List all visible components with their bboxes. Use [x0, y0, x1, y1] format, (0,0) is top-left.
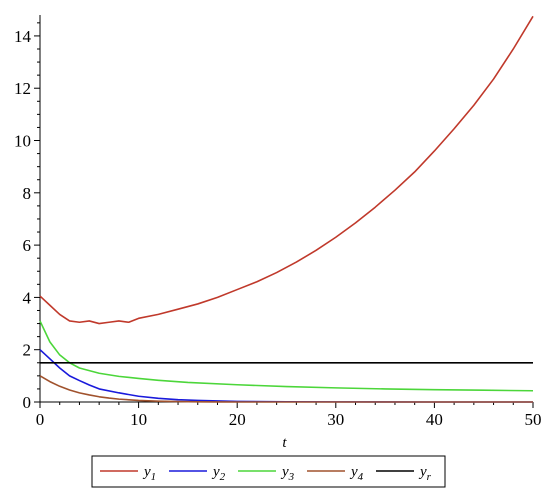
y-tick-label: 8	[23, 184, 32, 203]
x-tick-label: 40	[426, 410, 443, 429]
legend-label-y1: y1	[142, 464, 156, 483]
y-tick-label: 0	[23, 393, 32, 412]
legend-label-y3: y3	[280, 464, 295, 483]
x-tick-label: 30	[327, 410, 344, 429]
y-tick-label: 14	[14, 27, 32, 46]
y-tick-label: 12	[14, 79, 31, 98]
x-tick-label: 50	[525, 410, 542, 429]
legend: y1 y2 y3 y4 yr	[91, 455, 446, 488]
series-line-y1	[39, 15, 534, 325]
legend-label-y4: y4	[349, 464, 364, 483]
axes: 0 10 20 30 40 50 0 2 4 6 8 10 12 14	[14, 15, 542, 429]
y-tick-label: 2	[23, 341, 32, 360]
x-tick-label: 10	[130, 410, 147, 429]
y-tick-label: 4	[23, 288, 32, 307]
series-line-y3	[39, 320, 534, 392]
series-line-y4	[39, 375, 533, 403]
legend-label-yr: yr	[418, 464, 432, 483]
y-tick-label: 10	[14, 132, 31, 151]
x-tick-label: 20	[229, 410, 246, 429]
x-tick-label: 0	[36, 410, 45, 429]
series-group	[39, 15, 534, 403]
x-axis-title: t	[282, 435, 287, 451]
legend-label-y2: y2	[211, 464, 226, 483]
y-tick-label: 6	[23, 236, 32, 255]
